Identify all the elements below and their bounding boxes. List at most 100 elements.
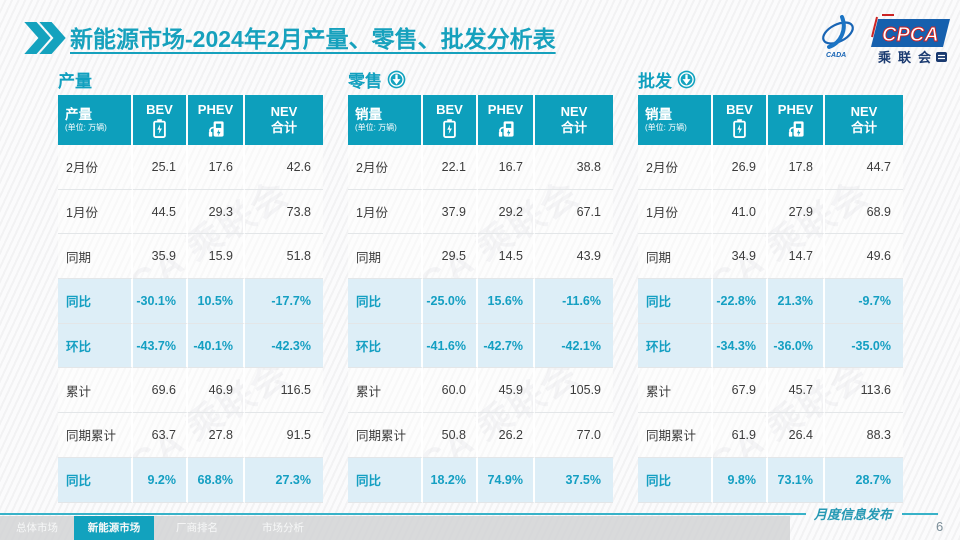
value-cell: -34.3% [713, 323, 768, 369]
value-cell: -30.1% [133, 279, 188, 324]
value-cell: 18.2% [423, 457, 478, 503]
cpca-emblem-icon: CADA [822, 15, 854, 59]
value-cell: 14.7 [768, 234, 825, 280]
double-chevron-icon [24, 22, 66, 54]
header-cell-nev: NEV 合计 [245, 95, 323, 145]
page-title-rest: -2024年2月产量、零售、批发分析表 [185, 26, 556, 52]
footer-rule-right [902, 513, 938, 515]
tab-market-analysis[interactable]: 市场分析 [262, 522, 304, 534]
row-label: 环比 [58, 323, 133, 369]
value-cell: 26.2 [478, 413, 535, 458]
cpca-org-name: 乘联会 [877, 50, 938, 65]
value-cell: 26.4 [768, 413, 825, 458]
value-cell: 46.9 [188, 368, 245, 414]
row-label: 2月份 [58, 145, 133, 190]
value-cell: 15.6% [478, 279, 535, 324]
header-cell-phev: PHEV [188, 95, 245, 145]
header-unit-text: (单位: 万辆) [355, 123, 397, 133]
value-cell: 41.0 [713, 189, 768, 235]
value-cell: 29.3 [188, 189, 245, 235]
header-cell-phev: PHEV [768, 95, 825, 145]
value-cell: -43.7% [133, 323, 188, 369]
header-cell-label: 产量 (单位: 万辆) [58, 95, 133, 145]
value-cell: 68.9 [825, 189, 903, 235]
value-cell: 27.8 [188, 413, 245, 458]
header-cell-bev: BEV [713, 95, 768, 145]
row-label: 同比 [638, 279, 713, 324]
value-cell: 25.1 [133, 145, 188, 190]
value-cell: 34.9 [713, 234, 768, 280]
data-table: 销量 (单位: 万辆) BEV PHEV [348, 95, 613, 503]
value-cell: 28.7% [825, 457, 903, 503]
value-cell: 22.1 [423, 145, 478, 190]
value-cell: 45.9 [478, 368, 535, 414]
value-cell: 9.8% [713, 457, 768, 503]
value-cell: 27.3% [245, 457, 323, 503]
value-cell: 51.8 [245, 234, 323, 280]
value-cell: 42.6 [245, 145, 323, 190]
value-cell: 29.5 [423, 234, 478, 280]
down-arrow-icon [387, 70, 406, 88]
value-cell: 116.5 [245, 368, 323, 414]
phev-header-text: PHEV [777, 102, 814, 118]
section-title-text: 产量 [58, 71, 92, 91]
value-cell: 77.0 [535, 413, 613, 458]
header-cell-phev: PHEV [478, 95, 535, 145]
value-cell: 26.9 [713, 145, 768, 190]
row-label: 同比 [58, 457, 133, 503]
bev-header-text: BEV [436, 102, 463, 118]
header-cell-nev: NEV 合计 [825, 95, 903, 145]
footer-caption: 月度信息发布 [814, 508, 893, 523]
tab-nev-market[interactable]: 新能源市场 [74, 516, 154, 540]
tab-oem-ranking[interactable]: 厂商排名 [176, 522, 218, 534]
nev-header-line1: NEV [270, 104, 298, 120]
row-label: 同期累计 [638, 413, 713, 458]
value-cell: 15.9 [188, 234, 245, 280]
value-cell: -17.7% [245, 279, 323, 324]
production-table: CPCA 乘联会 CPCA 乘联会 产量 (单位: 万辆) BEV PHEV [58, 95, 323, 504]
value-cell: 38.8 [535, 145, 613, 190]
section-title: 零售 [348, 68, 406, 91]
tab-overall-market[interactable]: 总体市场 [16, 522, 58, 534]
value-cell: 60.0 [423, 368, 478, 414]
bev-header-text: BEV [726, 102, 753, 118]
row-label: 同比 [348, 279, 423, 324]
value-cell: 16.7 [478, 145, 535, 190]
value-cell: 14.5 [478, 234, 535, 280]
value-cell: 73.8 [245, 189, 323, 235]
value-cell: -42.7% [478, 323, 535, 369]
value-cell: 27.9 [768, 189, 825, 235]
value-cell: 37.5% [535, 457, 613, 503]
value-cell: 50.8 [423, 413, 478, 458]
nev-header-line1: NEV [850, 104, 878, 120]
value-cell: 69.6 [133, 368, 188, 414]
svg-text:CADA: CADA [826, 52, 846, 59]
row-label: 同期 [638, 234, 713, 280]
nev-header-line2: 合计 [850, 120, 877, 135]
header-cell-bev: BEV [423, 95, 478, 145]
value-cell: 43.9 [535, 234, 613, 280]
value-cell: 105.9 [535, 368, 613, 414]
value-cell: 49.6 [825, 234, 903, 280]
charger-icon [788, 121, 804, 137]
charger-icon [208, 121, 224, 137]
row-label: 累计 [638, 368, 713, 414]
data-table: 销量 (单位: 万辆) BEV PHEV [638, 95, 903, 503]
header-unit-text: (单位: 万辆) [645, 123, 687, 133]
value-cell: 35.9 [133, 234, 188, 280]
nev-header-line2: 合计 [270, 120, 297, 135]
value-cell: 61.9 [713, 413, 768, 458]
header-label-text: 产量 [65, 106, 92, 122]
page-number: 6 [936, 519, 944, 534]
section-title-text: 批发 [638, 71, 672, 91]
header-cell-bev: BEV [133, 95, 188, 145]
value-cell: 29.2 [478, 189, 535, 235]
down-arrow-icon [677, 70, 696, 88]
retail-table: CPCA 乘联会 CPCA 乘联会 销量 (单位: 万辆) BEV PHEV [348, 95, 613, 504]
header-cell-nev: NEV 合计 [535, 95, 613, 145]
value-cell: -42.3% [245, 323, 323, 369]
battery-icon [733, 119, 746, 138]
value-cell: 45.7 [768, 368, 825, 414]
value-cell: 74.9% [478, 457, 535, 503]
bev-header-text: BEV [146, 102, 173, 118]
